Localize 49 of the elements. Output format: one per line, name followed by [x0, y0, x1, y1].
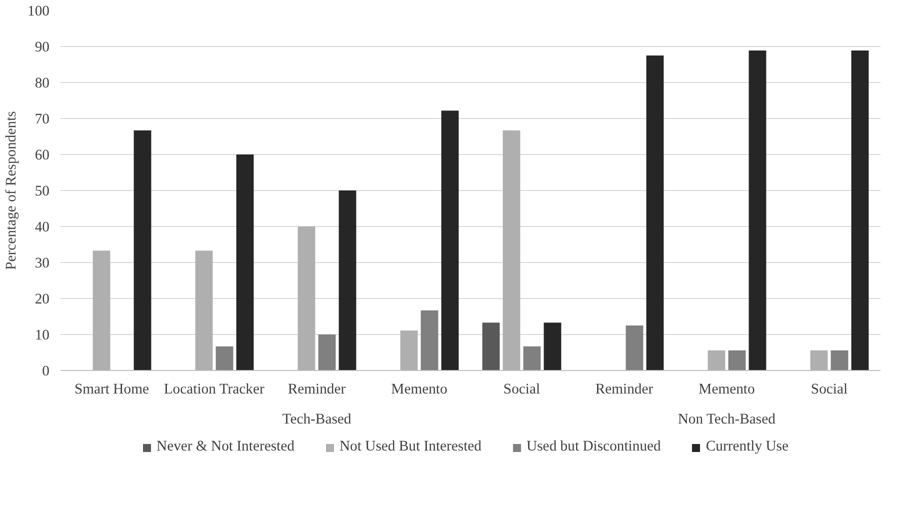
- y-tick-label: 100: [28, 4, 50, 20]
- bar: [236, 154, 254, 370]
- y-tick-label: 90: [34, 40, 50, 56]
- bar: [92, 250, 110, 370]
- y-tick-label: 80: [34, 76, 50, 92]
- x-tick-label: Social: [503, 382, 540, 398]
- text: Tech-Based: [282, 412, 352, 428]
- y-axis-title: Percentage of Respondents: [4, 110, 20, 270]
- bar: [482, 322, 500, 370]
- bar: [502, 130, 520, 370]
- x-tick-label: Memento: [698, 382, 755, 398]
- y-tick-label: 60: [34, 148, 50, 164]
- bar: [420, 310, 438, 370]
- bar: [441, 110, 459, 370]
- x-tick-label: Reminder: [595, 382, 654, 398]
- x-tick-label: Reminder: [288, 382, 346, 398]
- bar: [216, 346, 234, 370]
- legend-label: Never & Not Interested: [156, 438, 294, 456]
- bar: [748, 50, 766, 370]
- bar: [338, 190, 356, 370]
- bar: [810, 350, 828, 370]
- y-tick-label: 30: [34, 256, 50, 272]
- text: Non Tech-Based: [678, 412, 776, 428]
- y-tick-label: 40: [34, 220, 50, 236]
- x-tick-label: Memento: [391, 382, 448, 398]
- legend-label: Not Used But Interested: [339, 438, 482, 456]
- bar: [708, 350, 726, 370]
- bar: [298, 226, 316, 370]
- bar: [646, 56, 664, 370]
- y-tick-label: 70: [34, 112, 50, 128]
- y-tick-label: 50: [34, 184, 50, 200]
- bar: [544, 322, 562, 370]
- bar: [400, 330, 418, 370]
- bar: [523, 346, 541, 370]
- bar: [318, 334, 336, 370]
- legend-label: Currently Use: [706, 438, 789, 456]
- bar: [851, 50, 869, 370]
- x-tick-label: Location Tracker: [164, 382, 265, 398]
- y-tick-label: 10: [34, 328, 50, 344]
- bar: [195, 250, 213, 370]
- x-tick-label: Social: [810, 382, 848, 398]
- legend-label: Used but Discontinued: [526, 438, 661, 456]
- x-tick-label: Smart Home: [74, 382, 150, 398]
- bar: [134, 130, 152, 370]
- bar: [728, 350, 746, 370]
- y-tick-label: 0: [42, 364, 50, 380]
- bar: [626, 326, 644, 370]
- y-tick-label: 20: [34, 292, 50, 308]
- bar: [830, 350, 848, 370]
